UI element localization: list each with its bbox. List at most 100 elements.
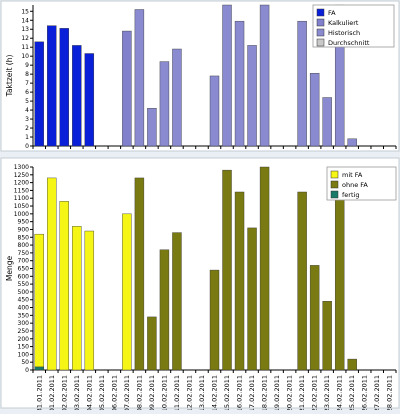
x-tick-label: 21.02.2011 [298,375,306,410]
legend-box [312,4,395,48]
y-tick-label: 5 [25,98,29,105]
y-tick-label: 850 [18,234,30,241]
bar [72,226,82,371]
bar [209,269,220,371]
y-tick-label: 13 [21,26,29,33]
x-tick-label: 08.02.2011 [135,375,143,410]
bar [122,30,132,147]
bar [59,28,69,147]
bar [172,48,182,147]
x-tick-label: 17.02.2011 [248,375,256,410]
x-tick-label: 01.02.2011 [48,375,56,410]
x-tick-label: 02.02.2011 [60,375,68,410]
x-tick-label: 09.02.2011 [148,375,156,410]
x-tick-label: 24.02.2011 [336,375,344,410]
legend-label: Kalkuliert [328,19,359,27]
bar [222,169,232,371]
x-tick-label: 31.01.2011 [35,375,43,410]
bar [59,201,69,371]
bar [84,53,95,147]
x-tick-label: 26.02.2011 [361,375,369,410]
legend-label: ohne FA [342,181,368,189]
x-tick-label: 18.02.2011 [261,375,269,410]
y-tick-label: 600 [18,273,30,280]
bar [134,9,145,147]
bar [159,249,170,371]
y-tick-label: 50 [21,359,29,366]
x-tick-label: 07.02.2011 [123,375,131,410]
bar [222,4,232,147]
bar [84,230,95,371]
x-tick-label: 06.02.2011 [110,375,118,410]
y-tick-label: 1250 [14,172,29,179]
x-tick-label: 27.02.2011 [373,375,381,410]
y-tick-label: 200 [18,336,30,343]
y-tick-label: 100 [18,351,30,358]
x-tick-label: 11.02.2011 [173,375,181,410]
bar [47,25,57,147]
legend-swatch [316,28,325,37]
y-tick-label: 2 [25,125,29,132]
legend-swatch [316,18,325,27]
bar [297,20,307,147]
x-tick-label: 04.02.2011 [85,375,93,410]
x-tick-label: 16.02.2011 [236,375,244,410]
y-tick-label: 10 [21,53,29,60]
bar [347,138,357,147]
x-tick-label: 12.02.2011 [185,375,193,410]
bar [347,358,357,371]
legend-swatch [316,8,325,17]
y-tick-label: 1 [25,134,29,141]
legend-label: Historisch [328,29,360,37]
bar [247,227,257,371]
x-tick-label: 05.02.2011 [98,375,106,410]
legend-swatch [330,190,339,199]
y-tick-label: 550 [18,281,30,288]
bar [259,166,270,371]
bar [259,4,270,147]
bar [47,177,57,371]
y-tick-label: 750 [18,250,30,257]
bar [159,61,170,147]
y-tick-label: 0 [25,143,29,150]
y-tick-label: 650 [18,266,30,273]
y-tick-label: 7 [25,80,29,87]
legend-label: FA [328,9,336,17]
y-tick-label: 6 [25,89,29,96]
bar [247,45,257,147]
bar [322,97,332,147]
bar [147,108,157,147]
y-tick-label: 15 [21,8,29,15]
y-tick-label: 1100 [14,195,29,202]
y-tick-label: 500 [18,289,30,296]
legend-label: mit FA [342,171,363,179]
y-tick-label: 950 [18,219,30,226]
y-tick-label: 1200 [14,180,29,187]
y-tick-label: 14 [21,17,29,24]
bar [297,191,307,371]
y-tick-label: 250 [18,328,30,335]
x-tick-label: 25.02.2011 [348,375,356,410]
x-tick-label: 19.02.2011 [273,375,281,410]
y-tick-label: 300 [18,320,30,327]
bar [172,232,182,371]
bar [122,213,132,371]
y-tick-label: 800 [18,242,30,249]
legend-swatch [330,170,339,179]
y-tick-label: 8 [25,71,29,78]
bar [309,265,320,371]
bar [209,75,220,147]
x-tick-label: 03.02.2011 [73,375,81,410]
bar [309,73,320,147]
x-tick-label: 10.02.2011 [160,375,168,410]
legend-swatch [316,38,325,47]
x-tick-label: 14.02.2011 [211,375,219,410]
y-tick-label: 1050 [14,203,29,210]
legend-label: fertig [342,191,359,199]
bar [72,45,82,147]
x-tick-label: 20.02.2011 [286,375,294,410]
x-tick-label: 13.02.2011 [198,375,206,410]
y-axis-title: Menge [5,256,14,282]
